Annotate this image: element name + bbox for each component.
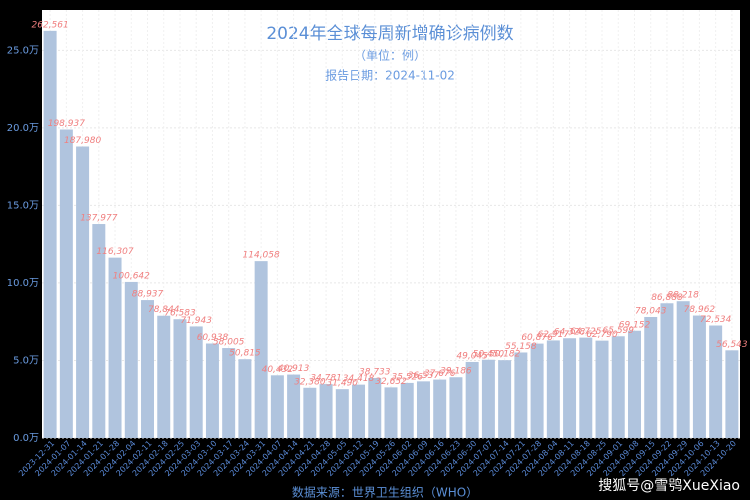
value-label: 88,218 — [667, 291, 699, 301]
bar — [611, 336, 625, 438]
bar — [43, 30, 57, 439]
bar — [222, 348, 236, 438]
value-label: 50,450 — [473, 349, 505, 359]
value-label: 78,844 — [148, 305, 180, 315]
bar — [449, 377, 463, 438]
bar — [59, 129, 73, 439]
bar — [76, 146, 90, 438]
bar — [270, 375, 284, 438]
bar — [238, 359, 252, 438]
bar — [157, 315, 171, 438]
bar — [563, 338, 577, 438]
bar — [644, 316, 658, 438]
value-label: 72,534 — [700, 315, 732, 325]
bar — [352, 384, 366, 438]
y-tick-label: 25.0万 — [7, 45, 39, 56]
value-label: 49,045 — [456, 351, 488, 361]
value-label: 39,186 — [440, 367, 472, 377]
value-label: 86,888 — [651, 293, 683, 303]
bar — [660, 303, 674, 438]
value-label: 38,733 — [359, 367, 391, 377]
value-label: 69,152 — [619, 320, 651, 330]
y-tick-label: 10.0万 — [7, 278, 39, 289]
bar — [579, 337, 593, 438]
value-label: 78,043 — [635, 306, 667, 316]
bar — [92, 224, 106, 438]
bar — [465, 361, 479, 438]
value-label: 78,962 — [684, 305, 716, 315]
bar — [400, 382, 414, 438]
subtitle: （单位：例） — [354, 48, 426, 63]
value-label: 36,537 — [408, 371, 440, 381]
value-label: 187,980 — [64, 136, 101, 146]
value-label: 65,599 — [603, 326, 635, 336]
value-label: 40,432 — [262, 365, 294, 375]
bar — [141, 300, 155, 438]
value-label: 55,158 — [505, 342, 537, 352]
source: 数据来源：世界卫生组织（WHO） — [292, 485, 478, 500]
value-label: 34,418 — [343, 374, 375, 384]
value-label: 64,725 — [570, 327, 602, 337]
bar — [692, 315, 706, 438]
value-label: 58,005 — [213, 338, 245, 348]
bar — [498, 360, 512, 438]
value-label: 116,307 — [96, 247, 133, 257]
y-tick-label: 15.0万 — [7, 200, 39, 211]
bar — [481, 359, 495, 438]
value-label: 62,917 — [538, 330, 570, 340]
bar — [676, 301, 690, 438]
value-label: 88,937 — [132, 290, 164, 300]
value-label: 56,543 — [716, 340, 748, 350]
bar — [514, 352, 528, 438]
bar — [416, 381, 430, 438]
value-label: 76,583 — [164, 309, 196, 319]
bar — [205, 343, 219, 438]
value-label: 35,526 — [391, 372, 423, 382]
bar — [173, 319, 187, 438]
value-label: 60,876 — [521, 333, 553, 343]
value-label: 31,490 — [327, 379, 359, 389]
y-tick-label: 0.0万 — [13, 433, 39, 444]
value-label: 32,652 — [375, 377, 407, 387]
value-label: 37,676 — [424, 369, 456, 379]
bar — [189, 326, 203, 438]
bar — [368, 377, 382, 438]
bar — [546, 340, 560, 438]
value-label: 137,977 — [80, 214, 117, 224]
value-label: 71,943 — [180, 316, 212, 326]
value-label: 262,561 — [32, 20, 69, 30]
report-date: 报告日期：2024-11-02 — [325, 68, 455, 83]
bar — [319, 384, 333, 438]
value-label: 34,781 — [310, 374, 342, 384]
value-label: 60,938 — [197, 333, 229, 343]
value-label: 114,058 — [243, 251, 280, 261]
bar — [287, 374, 301, 438]
bar — [108, 257, 122, 438]
value-label: 32,380 — [294, 377, 326, 387]
value-label: 198,937 — [48, 119, 85, 129]
value-label: 62,790 — [586, 330, 618, 340]
watermark: 搜狐号@雪鸮XueXiao — [598, 477, 740, 494]
bar — [530, 343, 544, 438]
bar — [303, 387, 317, 438]
value-label: 50,182 — [489, 350, 521, 360]
bar — [254, 261, 268, 438]
chart-title: 2024年全球每周新增确诊病例数 — [266, 24, 513, 44]
bar — [335, 389, 349, 438]
bar — [384, 387, 398, 438]
bar — [627, 330, 641, 438]
value-label: 50,815 — [229, 349, 261, 359]
bar — [709, 325, 723, 438]
bar — [124, 281, 138, 438]
y-tick-label: 5.0万 — [13, 355, 39, 366]
value-label: 40,913 — [278, 364, 310, 374]
value-label: 64,328 — [554, 328, 586, 338]
y-tick-label: 20.0万 — [7, 123, 39, 134]
bar — [725, 350, 739, 438]
bar — [595, 340, 609, 438]
bar — [433, 379, 447, 438]
value-label: 100,642 — [113, 271, 150, 281]
